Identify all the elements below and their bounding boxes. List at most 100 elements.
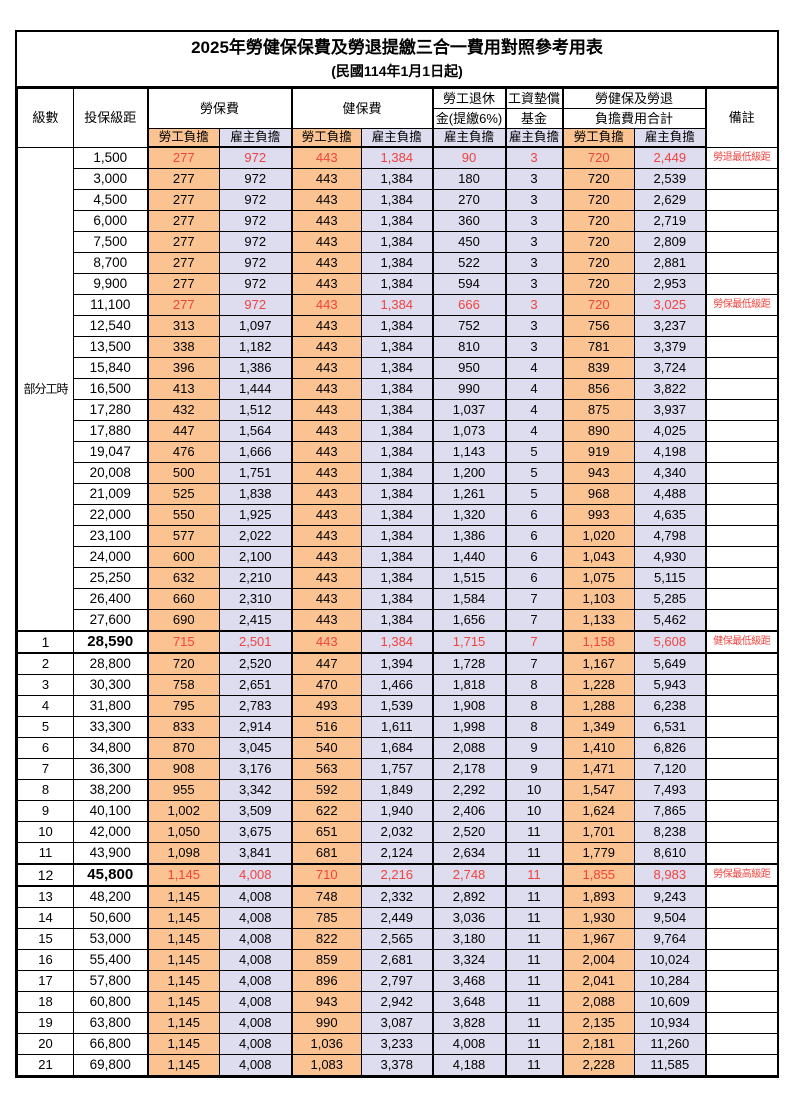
note-cell bbox=[704, 462, 779, 484]
fee-cell: 396 bbox=[146, 357, 220, 379]
col-header-wage-fund-line2: 基金 bbox=[504, 108, 564, 129]
bracket-cell: 55,400 bbox=[73, 949, 148, 971]
fee-cell: 1,384 bbox=[361, 378, 434, 400]
fee-cell: 522 bbox=[431, 252, 507, 274]
fee-cell: 9 bbox=[504, 758, 564, 780]
fee-cell: 856 bbox=[561, 378, 636, 400]
bracket-cell: 9,900 bbox=[73, 273, 148, 295]
bracket-cell: 17,280 bbox=[73, 399, 148, 421]
bracket-cell: 48,200 bbox=[73, 885, 148, 908]
col-header-pension-line2: 金(提繳6%) bbox=[431, 108, 507, 129]
fee-cell: 600 bbox=[146, 546, 220, 568]
fee-cell: 1,967 bbox=[561, 928, 636, 950]
fee-cell: 3,724 bbox=[634, 357, 707, 379]
fee-cell: 6,826 bbox=[634, 737, 707, 759]
fee-cell: 2,415 bbox=[218, 609, 293, 632]
fee-cell: 6 bbox=[504, 525, 564, 547]
fee-cell: 972 bbox=[218, 252, 293, 274]
fee-cell: 277 bbox=[146, 231, 220, 253]
fee-cell: 7,493 bbox=[634, 779, 707, 801]
fee-cell: 4,008 bbox=[431, 1033, 507, 1055]
fee-cell: 9,764 bbox=[634, 928, 707, 950]
fee-cell: 758 bbox=[146, 674, 220, 696]
table-header: 級數 投保級距 勞保費 健保費 勞工退休 工資墊償 勞健保及勞退 備註 金(提繳… bbox=[17, 88, 779, 148]
note-cell bbox=[704, 970, 779, 992]
table-row: 11,100 277 972 443 1,384 666 3 720 3,025 勞保最低級距 bbox=[18, 294, 779, 316]
fee-cell: 5,115 bbox=[634, 567, 707, 589]
fee-cell: 3 bbox=[504, 336, 564, 358]
level-cell: 7 bbox=[17, 758, 74, 780]
fee-cell: 4,188 bbox=[431, 1054, 507, 1076]
level-cell: 20 bbox=[17, 1033, 74, 1055]
table-row: 16 55,400 1,145 4,008 859 2,681 3,324 11 2,004 10… bbox=[17, 949, 779, 971]
fee-cell: 795 bbox=[146, 695, 220, 717]
fee-cell: 4,008 bbox=[218, 863, 293, 887]
fee-cell: 2,953 bbox=[634, 273, 707, 295]
level-cell: 14 bbox=[17, 907, 74, 929]
fee-cell: 2,032 bbox=[361, 821, 434, 843]
fee-cell: 277 bbox=[146, 294, 220, 316]
fee-cell: 3,036 bbox=[431, 907, 507, 929]
fee-cell: 972 bbox=[218, 294, 293, 316]
level-cell: 8 bbox=[17, 779, 74, 801]
subheader-labor-employer: 雇主負擔 bbox=[218, 128, 293, 148]
table-row: 7,500 277 972 443 1,384 450 3 720 2,809 bbox=[18, 231, 779, 253]
bracket-cell: 69,800 bbox=[73, 1054, 148, 1076]
bracket-cell: 27,600 bbox=[73, 609, 148, 632]
level-cell: 13 bbox=[17, 885, 74, 908]
fee-cell: 1,715 bbox=[431, 630, 507, 654]
fee-cell: 10 bbox=[504, 800, 564, 822]
note-cell bbox=[704, 695, 779, 717]
table-row: 6,000 277 972 443 1,384 360 3 720 2,719 bbox=[18, 210, 779, 232]
table-row: 2 28,800 720 2,520 447 1,394 1,728 7 1,167 5,649 bbox=[17, 652, 779, 675]
bracket-cell: 50,600 bbox=[73, 907, 148, 929]
table-row: 14 50,600 1,145 4,008 785 2,449 3,036 11 1,930 9,… bbox=[17, 907, 779, 929]
table-row: 12 45,800 1,145 4,008 710 2,216 2,748 11 1,855 8,… bbox=[17, 863, 779, 887]
level-cell: 2 bbox=[17, 652, 74, 675]
note-cell bbox=[704, 420, 779, 442]
bracket-cell: 4,500 bbox=[73, 189, 148, 211]
bracket-cell: 24,000 bbox=[73, 546, 148, 568]
fee-cell: 2,565 bbox=[361, 928, 434, 950]
fee-cell: 1,145 bbox=[146, 949, 220, 971]
fee-cell: 2,124 bbox=[361, 842, 434, 865]
fee-cell: 3,648 bbox=[431, 991, 507, 1013]
fee-cell: 11 bbox=[504, 885, 564, 908]
fee-cell: 748 bbox=[290, 885, 363, 908]
level-cell: 11 bbox=[17, 842, 74, 865]
fee-cell: 1,036 bbox=[290, 1033, 363, 1055]
fee-cell: 1,050 bbox=[146, 821, 220, 843]
bracket-cell: 16,500 bbox=[73, 378, 148, 400]
fee-cell: 443 bbox=[290, 273, 363, 295]
fee-cell: 594 bbox=[431, 273, 507, 295]
bracket-cell: 31,800 bbox=[73, 695, 148, 717]
bracket-cell: 11,100 bbox=[73, 294, 148, 316]
bracket-cell: 1,500 bbox=[73, 146, 148, 169]
fee-cell: 2,520 bbox=[431, 821, 507, 843]
note-cell bbox=[704, 758, 779, 780]
fee-cell: 1,384 bbox=[361, 231, 434, 253]
fee-cell: 3,937 bbox=[634, 399, 707, 421]
fee-cell: 7 bbox=[504, 609, 564, 632]
fee-cell: 1,384 bbox=[361, 315, 434, 337]
fee-cell: 8 bbox=[504, 716, 564, 738]
fee-cell: 870 bbox=[146, 737, 220, 759]
fee-cell: 447 bbox=[146, 420, 220, 442]
fee-cell: 4,025 bbox=[634, 420, 707, 442]
fee-cell: 9 bbox=[504, 737, 564, 759]
fee-cell: 2,004 bbox=[561, 949, 636, 971]
fee-cell: 277 bbox=[146, 189, 220, 211]
fee-cell: 2,100 bbox=[218, 546, 293, 568]
fee-cell: 1,539 bbox=[361, 695, 434, 717]
fee-cell: 3,379 bbox=[634, 336, 707, 358]
fee-cell: 4,930 bbox=[634, 546, 707, 568]
fee-cell: 10,609 bbox=[634, 991, 707, 1013]
fee-cell: 2,210 bbox=[218, 567, 293, 589]
fee-cell: 1,384 bbox=[361, 420, 434, 442]
fee-cell: 11 bbox=[504, 1033, 564, 1055]
fee-cell: 476 bbox=[146, 441, 220, 463]
table-row: 4,500 277 972 443 1,384 270 3 720 2,629 bbox=[18, 189, 779, 211]
fee-cell: 810 bbox=[431, 336, 507, 358]
fee-cell: 1,145 bbox=[146, 1012, 220, 1034]
bracket-cell: 28,590 bbox=[73, 630, 148, 654]
